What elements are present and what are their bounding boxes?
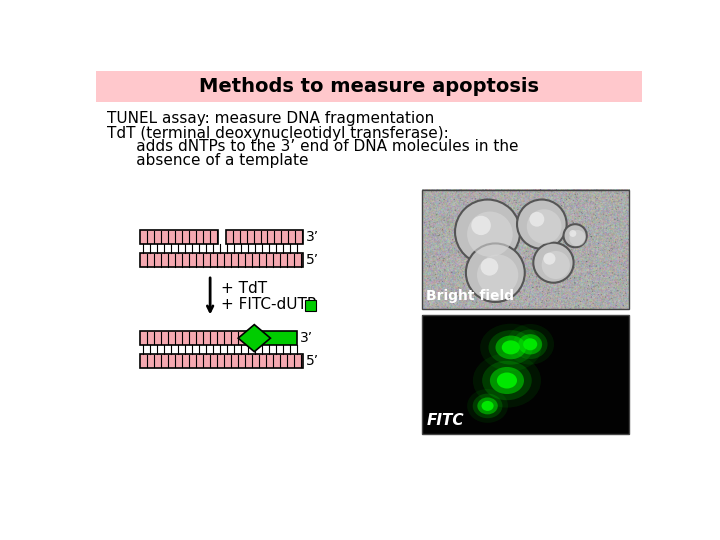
Ellipse shape bbox=[523, 338, 537, 350]
Ellipse shape bbox=[502, 340, 520, 354]
Circle shape bbox=[570, 230, 585, 246]
Ellipse shape bbox=[480, 323, 541, 371]
Text: absence of a template: absence of a template bbox=[107, 153, 309, 167]
Text: 5’: 5’ bbox=[306, 354, 320, 368]
Circle shape bbox=[527, 210, 562, 244]
Ellipse shape bbox=[518, 334, 542, 354]
Circle shape bbox=[472, 215, 491, 235]
Circle shape bbox=[466, 244, 525, 302]
Circle shape bbox=[517, 200, 567, 249]
Text: 3’: 3’ bbox=[306, 230, 320, 244]
Text: 3’: 3’ bbox=[300, 331, 313, 345]
Bar bbox=[422, 190, 629, 309]
Bar bbox=[422, 315, 629, 434]
Text: 5’: 5’ bbox=[306, 253, 320, 267]
Circle shape bbox=[467, 212, 513, 257]
Bar bbox=[225, 231, 303, 244]
Circle shape bbox=[564, 224, 587, 247]
Bar bbox=[140, 231, 218, 244]
Ellipse shape bbox=[482, 361, 532, 400]
Circle shape bbox=[477, 254, 518, 295]
Circle shape bbox=[481, 258, 498, 275]
Ellipse shape bbox=[473, 394, 503, 418]
Ellipse shape bbox=[495, 335, 526, 359]
Ellipse shape bbox=[497, 373, 517, 388]
Bar bbox=[254, 331, 297, 345]
Polygon shape bbox=[238, 325, 271, 352]
Text: FITC: FITC bbox=[426, 413, 464, 428]
Circle shape bbox=[455, 200, 520, 264]
Ellipse shape bbox=[506, 324, 554, 365]
Circle shape bbox=[544, 253, 555, 265]
Text: Methods to measure apoptosis: Methods to measure apoptosis bbox=[199, 77, 539, 96]
Text: TUNEL assay: measure DNA fragmentation: TUNEL assay: measure DNA fragmentation bbox=[107, 111, 434, 126]
Bar bbox=[140, 331, 253, 345]
Ellipse shape bbox=[490, 367, 524, 394]
Circle shape bbox=[541, 251, 570, 279]
Ellipse shape bbox=[513, 329, 548, 359]
Ellipse shape bbox=[477, 397, 498, 414]
Circle shape bbox=[570, 230, 576, 237]
Ellipse shape bbox=[488, 330, 533, 364]
Bar bbox=[140, 253, 303, 267]
Circle shape bbox=[529, 212, 544, 227]
Circle shape bbox=[534, 242, 574, 283]
Text: Bright field: Bright field bbox=[426, 289, 514, 303]
Bar bbox=[140, 354, 303, 368]
Text: + FITC-dUTP: + FITC-dUTP bbox=[221, 297, 316, 312]
Ellipse shape bbox=[467, 389, 508, 423]
Ellipse shape bbox=[473, 353, 541, 408]
Bar bbox=[96, 71, 642, 102]
Text: + TdT: + TdT bbox=[221, 281, 267, 296]
Text: TdT (terminal deoxynucleotidyl transferase):: TdT (terminal deoxynucleotidyl transfera… bbox=[107, 126, 449, 141]
Bar bbox=[422, 315, 629, 434]
Bar bbox=[305, 300, 315, 311]
Text: adds dNTPs to the 3’ end of DNA molecules in the: adds dNTPs to the 3’ end of DNA molecule… bbox=[107, 139, 518, 154]
Ellipse shape bbox=[482, 401, 494, 411]
